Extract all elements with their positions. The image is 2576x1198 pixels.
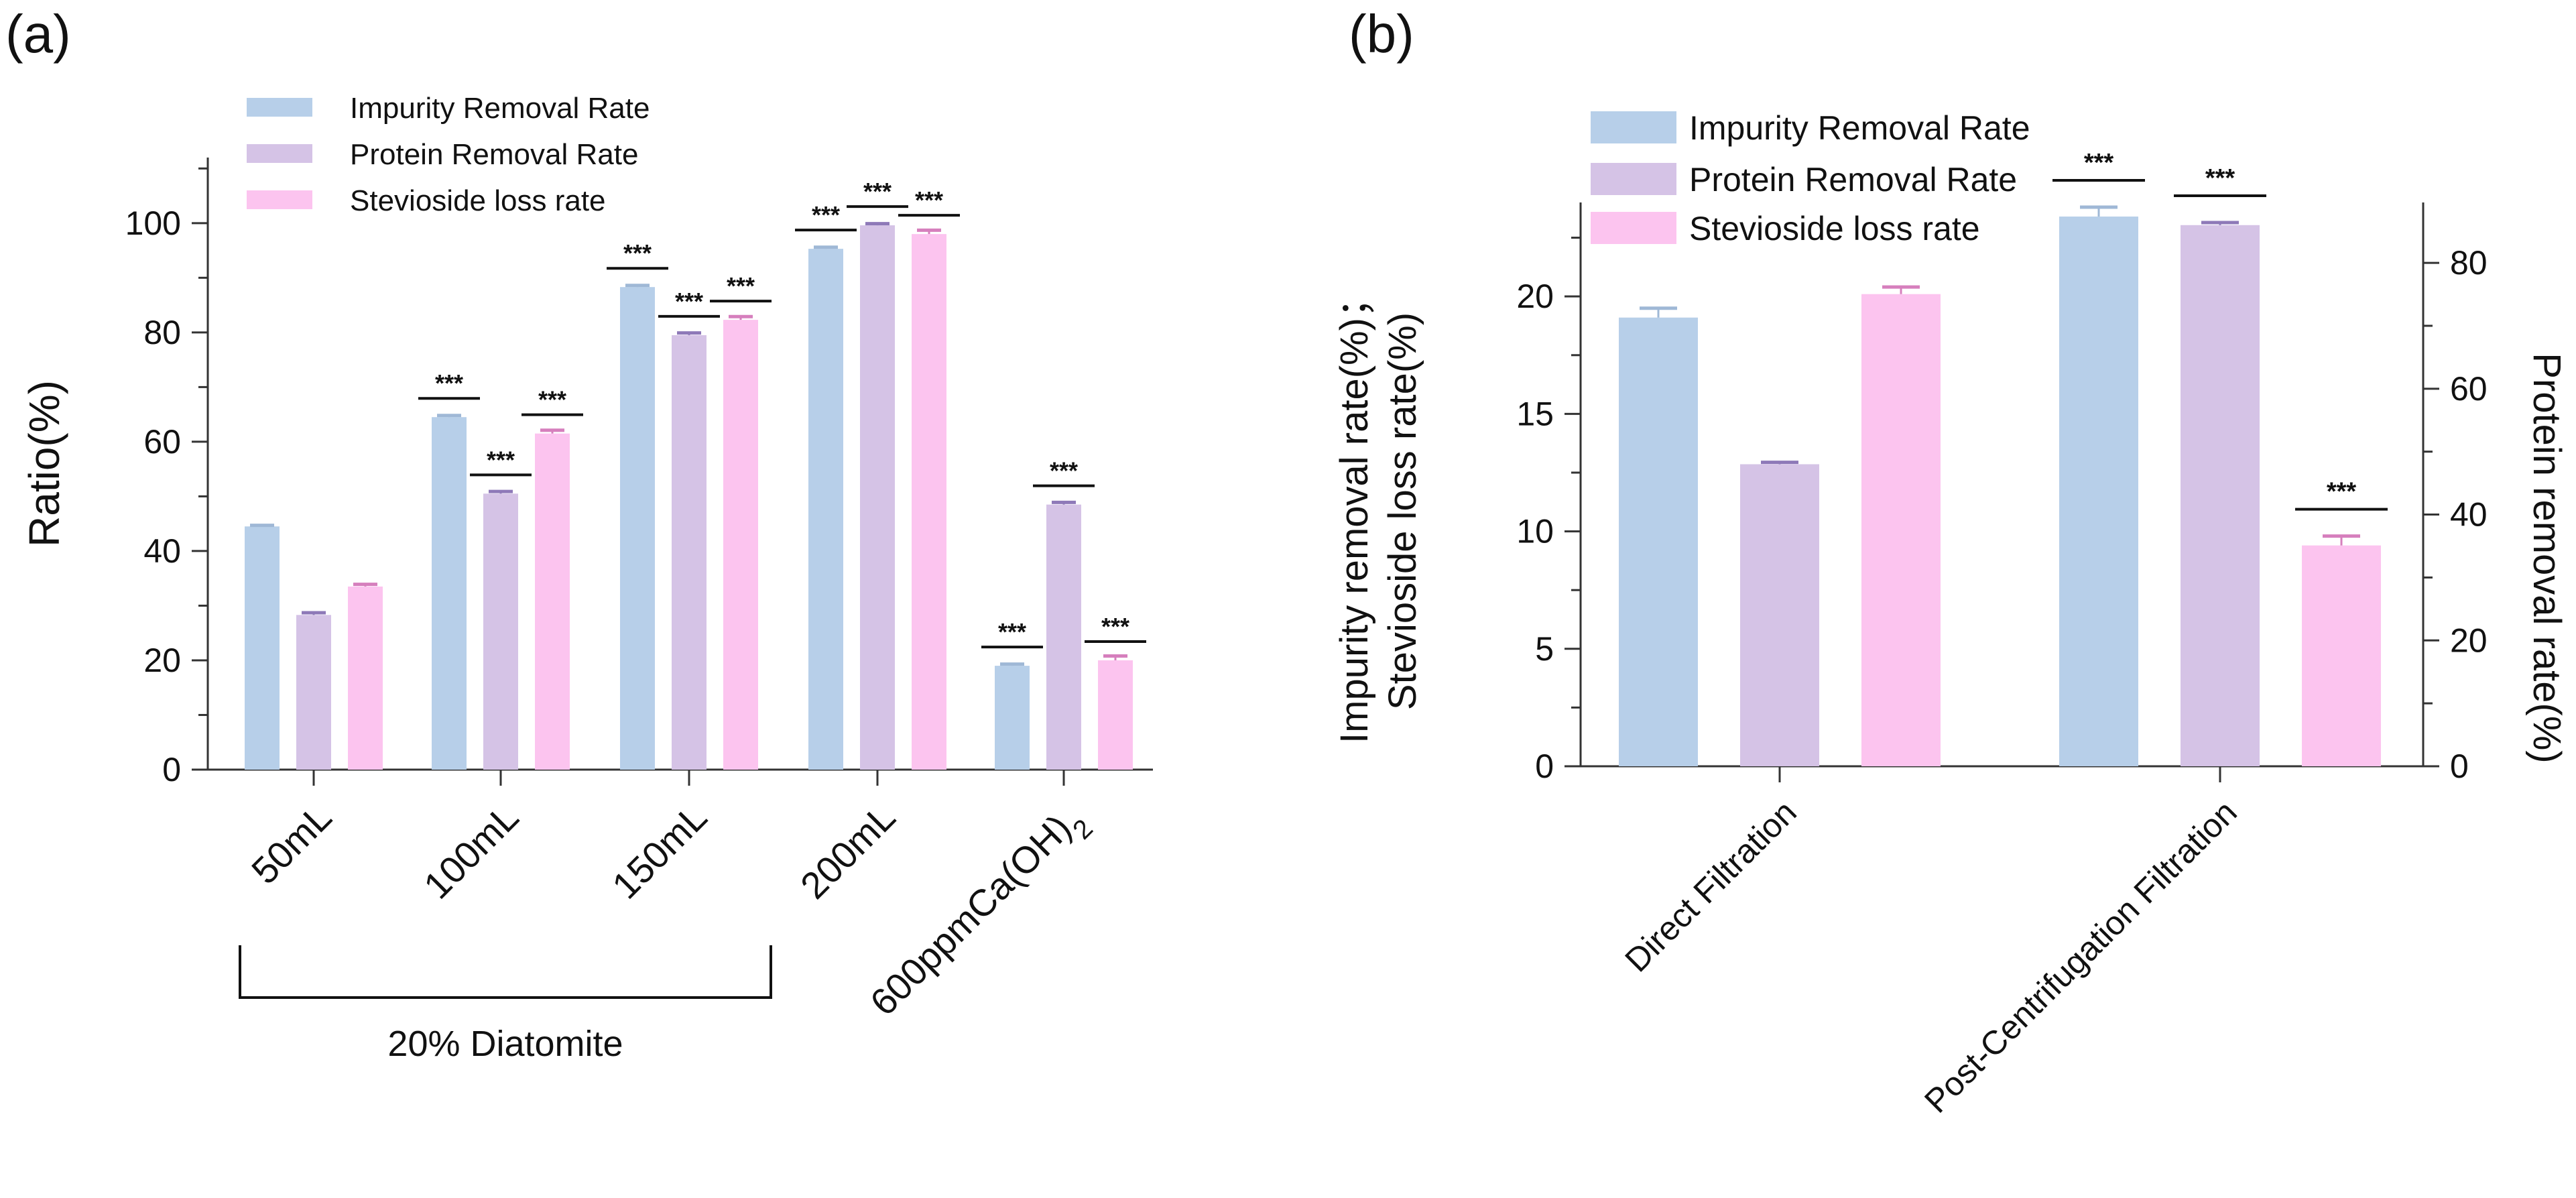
bar	[535, 433, 570, 770]
bar	[672, 335, 707, 770]
y-tick-label: 20	[143, 642, 181, 679]
group-bracket-label: 20% Diatomite	[387, 1024, 623, 1064]
left-tick-label: 5	[1535, 630, 1554, 668]
x-tick-label: Direct Filtration	[1617, 793, 1803, 979]
left-tick-label: 0	[1535, 747, 1554, 785]
panel-a-label: (a)	[5, 4, 71, 64]
significance-marker: ***	[915, 186, 943, 214]
legend-label: Protein Removal Rate	[350, 138, 638, 171]
bar	[860, 225, 895, 770]
significance-marker: ***	[2205, 164, 2235, 192]
bar	[620, 287, 655, 770]
bar	[2302, 545, 2381, 766]
bar	[348, 586, 383, 770]
bar	[1740, 464, 1819, 766]
legend-swatch	[1591, 163, 1676, 195]
x-tick-label: 150mL	[604, 796, 715, 907]
right-tick-label: 20	[2450, 621, 2488, 659]
left-tick-label: 10	[1516, 513, 1554, 550]
y-tick-label: 100	[125, 204, 181, 242]
significance-marker: ***	[998, 618, 1026, 646]
bar	[296, 615, 331, 770]
bar	[808, 249, 843, 770]
left-axis-title-line1: Impurity removal rate(%)；	[1333, 279, 1376, 743]
legend-label: Impurity Removal Rate	[1689, 109, 2030, 147]
bar	[432, 417, 467, 770]
chart-a: 0 20 40 60 80 100 Ratio(%) 50mL *** *** *** 100mL **…	[20, 92, 1153, 1064]
legend-swatch	[1591, 111, 1676, 143]
y-tick-label: 60	[143, 423, 181, 461]
significance-marker: ***	[812, 201, 840, 229]
right-tick-label: 0	[2450, 747, 2469, 785]
bar	[483, 493, 518, 770]
y-tick-label: 0	[162, 751, 181, 788]
significance-marker: ***	[675, 288, 703, 315]
legend-swatch	[1591, 212, 1676, 244]
bar	[2181, 225, 2260, 767]
left-axis-title-line2: Stevioside loss rate(%)	[1381, 312, 1424, 710]
left-tick-label: 15	[1516, 395, 1554, 432]
significance-marker: ***	[2084, 149, 2114, 177]
bar	[1098, 660, 1133, 770]
y-axis-title: Ratio(%)	[20, 380, 68, 547]
significance-marker: ***	[623, 239, 652, 267]
right-axis-title: Protein removal rate(%)	[2525, 353, 2569, 763]
bar	[995, 666, 1030, 770]
significance-marker: ***	[538, 386, 566, 414]
x-tick-label: 200mL	[792, 796, 904, 907]
bar	[2059, 217, 2138, 766]
bar	[1861, 294, 1941, 767]
legend-swatch	[247, 144, 312, 163]
significance-marker: ***	[435, 369, 463, 397]
legend-swatch	[247, 190, 312, 209]
legend-label: Stevioside loss rate	[1689, 210, 1980, 247]
y-tick-label: 80	[143, 314, 181, 351]
legend-label: Impurity Removal Rate	[350, 92, 650, 125]
x-tick-label: Post-Centrifugation Filtration	[1917, 793, 2244, 1120]
legend-label: Stevioside loss rate	[350, 184, 606, 217]
legend-label: Protein Removal Rate	[1689, 161, 2017, 198]
significance-marker: ***	[1101, 613, 1129, 640]
bar	[912, 234, 946, 770]
right-tick-label: 80	[2450, 244, 2488, 282]
bar	[245, 526, 280, 770]
significance-marker: ***	[863, 178, 892, 205]
group-bracket	[239, 945, 772, 999]
legend-swatch	[247, 98, 312, 117]
x-tick-label: 100mL	[416, 796, 527, 907]
y-tick-label: 40	[143, 532, 181, 570]
right-tick-label: 40	[2450, 496, 2488, 534]
left-tick-label: 20	[1516, 278, 1554, 315]
significance-marker: ***	[2327, 478, 2357, 506]
panel-b-label: (b)	[1349, 4, 1414, 64]
significance-marker: ***	[487, 446, 515, 473]
significance-marker: ***	[727, 272, 755, 300]
right-tick-label: 60	[2450, 370, 2488, 408]
chart-b: 0 5 10 15 20 0 20 40 60 80 Impurity removal rate(%…	[1333, 109, 2569, 1120]
x-tick-label: 50mL	[243, 796, 340, 892]
bar	[1619, 317, 1698, 766]
significance-marker: ***	[1050, 457, 1078, 485]
bar	[723, 320, 758, 770]
bar	[1046, 504, 1081, 770]
